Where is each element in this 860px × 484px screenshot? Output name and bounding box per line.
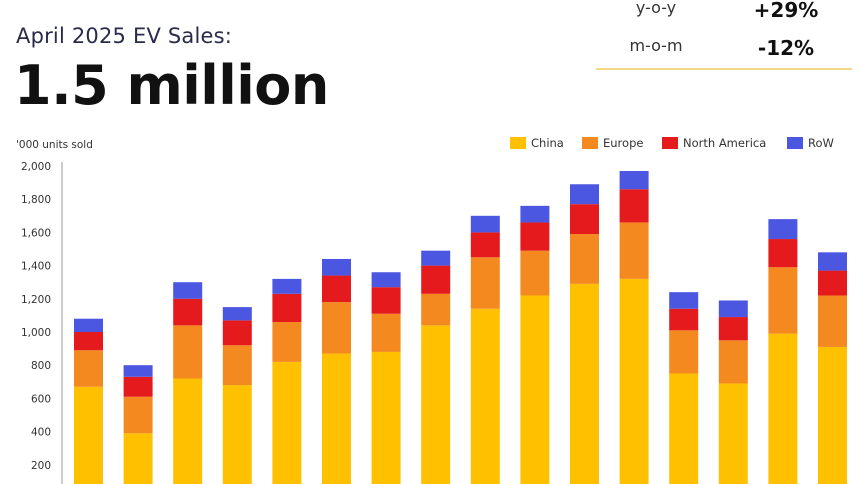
y-tick-label: 200 — [31, 460, 51, 472]
legend-swatch-row — [787, 137, 803, 149]
legend-label-europe: Europe — [603, 136, 643, 150]
bar-segment-north-america — [371, 287, 401, 314]
stat-row-yoy: y-o-y +29% — [596, 0, 852, 22]
bar-segment-europe — [272, 322, 302, 362]
y-tick-label: 800 — [31, 360, 51, 372]
bar-segment-europe — [371, 313, 401, 352]
bar-segment-europe — [768, 267, 798, 334]
bar-segment-china — [371, 351, 401, 484]
bar-segment-row — [371, 272, 401, 288]
bar-segment-north-america — [718, 317, 748, 341]
bar-segment-china — [470, 308, 500, 484]
stat-value-yoy: +29% — [753, 0, 819, 22]
bar-segment-north-america — [818, 270, 847, 296]
bar-segment-north-america — [173, 298, 203, 326]
bar-segment-china — [619, 278, 649, 484]
bar-segment-china — [669, 373, 699, 484]
y-axis-unit-label: '000 units sold — [16, 139, 93, 151]
stacked-bar-chart: '000 units sold 200 400 600 800 1,000 1,200 1,4… — [16, 136, 847, 484]
bar-segment-china — [173, 378, 203, 484]
stats-panel: y-o-y +29% m-o-m -12% — [596, 0, 852, 70]
stat-label-yoy: y-o-y — [635, 0, 677, 17]
bar-segment-europe — [123, 396, 153, 434]
bar-segment-row — [470, 215, 500, 233]
legend-swatch-china — [510, 137, 526, 149]
bar-segment-north-america — [123, 376, 153, 397]
bar-segment-row — [173, 282, 203, 299]
bar-segment-europe — [421, 293, 451, 326]
y-tick-label: 1,400 — [21, 261, 51, 273]
bar-segment-row — [669, 292, 699, 309]
y-tick-label: 1,000 — [21, 327, 51, 339]
bar-segment-north-america — [570, 204, 599, 235]
bar-segment-row — [619, 170, 649, 190]
y-tick-label: 2,000 — [21, 161, 51, 173]
bar-segment-row — [322, 258, 351, 276]
headline-total: 1.5 million — [14, 54, 329, 117]
bar-segment-europe — [74, 350, 103, 387]
bar-segment-europe — [669, 330, 699, 374]
bar-segment-north-america — [272, 293, 302, 323]
bar-segment-north-america — [322, 275, 351, 303]
bar-segment-china — [570, 283, 599, 484]
legend-label-row: RoW — [808, 136, 834, 150]
stat-label-mom: m-o-m — [629, 36, 683, 55]
bar-segment-europe — [470, 257, 500, 309]
bar-segment-china — [272, 361, 302, 484]
bar-segment-europe — [718, 340, 748, 384]
bar-segment-north-america — [470, 232, 500, 258]
bar-segment-europe — [222, 345, 252, 386]
bar-segment-row — [718, 300, 748, 318]
bar-segment-europe — [520, 250, 550, 296]
bar-segment-china — [421, 325, 451, 484]
bar-segment-row — [421, 250, 451, 266]
bar-segment-china — [222, 385, 252, 484]
bar-segment-row — [123, 365, 153, 377]
bar-segment-china — [74, 386, 103, 484]
bar-segment-row — [272, 278, 302, 294]
bar-segment-china — [768, 333, 798, 484]
legend-label-china: China — [531, 136, 564, 150]
stat-value-mom: -12% — [757, 36, 815, 60]
bar-segment-row — [520, 205, 550, 223]
legend-swatch-north-america — [662, 137, 678, 149]
y-tick-label: 1,200 — [21, 294, 51, 306]
bar-segment-europe — [322, 302, 351, 354]
bar-segment-row — [818, 252, 847, 271]
bar-segment-north-america — [669, 308, 699, 331]
bar-segment-china — [818, 346, 847, 484]
bar-segment-china — [718, 383, 748, 484]
legend-label-north-america: North America — [683, 136, 766, 150]
bar-segment-row — [222, 307, 252, 321]
bar-segment-north-america — [222, 320, 252, 346]
y-tick-label: 400 — [31, 427, 51, 439]
bar-segment-europe — [619, 222, 649, 279]
y-tick-label: 1,800 — [21, 194, 51, 206]
bar-segment-china — [322, 353, 351, 484]
bar-segment-china — [123, 433, 153, 484]
chart-subtitle: April 2025 EV Sales: — [16, 24, 233, 48]
bar-segment-europe — [818, 295, 847, 347]
bar-segment-row — [768, 219, 798, 240]
bar-segment-europe — [173, 325, 203, 379]
bar-segment-row — [570, 184, 599, 205]
bar-segment-row — [74, 318, 103, 332]
bar-segment-china — [520, 295, 550, 484]
bar-segment-north-america — [421, 265, 451, 294]
bar-segment-north-america — [520, 222, 550, 251]
bar-segment-north-america — [74, 332, 103, 351]
bar-segment-north-america — [768, 239, 798, 268]
stat-row-mom: m-o-m -12% — [596, 36, 852, 60]
y-tick-label: 600 — [31, 393, 51, 405]
bar-segment-europe — [570, 234, 599, 284]
y-tick-label: 1,600 — [21, 227, 51, 239]
legend-swatch-europe — [582, 137, 598, 149]
bar-segment-north-america — [619, 189, 649, 223]
